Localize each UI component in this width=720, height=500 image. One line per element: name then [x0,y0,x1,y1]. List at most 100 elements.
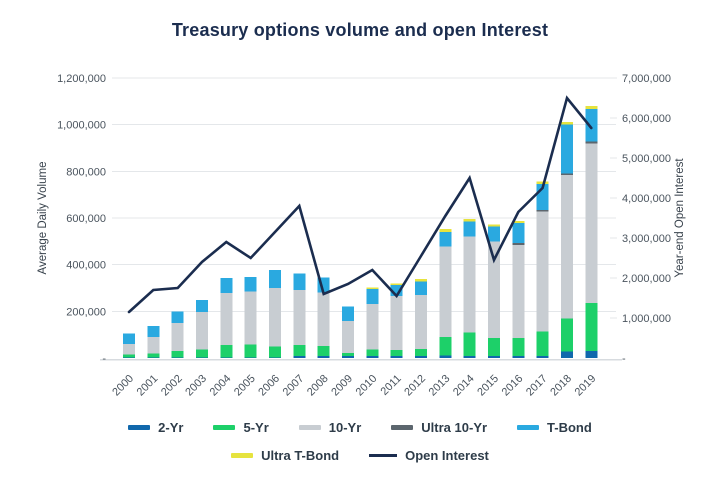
bar-segment-ultra-10-yr [585,141,598,144]
bar-segment-2-yr [487,355,500,358]
x-axis-label: 2004 [208,373,234,399]
bar-segment-t-bond [414,281,427,295]
bar-segment-5-yr [317,345,330,357]
bar-segment-10-yr [585,143,598,304]
bar-2001 [147,325,160,358]
bar-segment-5-yr [268,346,281,358]
bar-2017 [536,181,549,358]
right-axis-tick-label: 6,000,000 [622,113,671,125]
legend-swatch-2-yr [128,425,151,430]
bar-segment-t-bond [366,289,379,304]
legend-item-ultra-10-yr: Ultra 10-Yr [391,420,487,435]
x-axis-label: 2015 [475,373,501,399]
bar-2010 [366,287,379,358]
bar-segment-10-yr [341,320,354,354]
right-axis-tick-label: 5,000,000 [622,153,671,165]
bar-segment-10-yr [366,303,379,350]
bar-segment-5-yr [414,349,427,356]
left-axis-ticks: 1,200,000 1,000,000 800,000 600,000 400,000 2… [57,73,106,365]
legend-label: T-Bond [547,420,592,435]
legend-item-2-yr: 2-Yr [128,420,183,435]
left-axis-tick-label: 400,000 [66,260,106,272]
chart-legend: 2-Yr 5-Yr 10-Yr Ultra 10-Yr T-Bond Ultra T-Bo… [0,420,720,463]
bar-segment-10-yr [147,337,160,354]
right-axis-tick-label: 1,000,000 [622,313,671,325]
right-axis-tick-label: 2,000,000 [622,273,671,285]
bar-segment-10-yr [317,292,330,346]
bar-segment-t-bond [560,124,573,174]
bar-segment-5-yr [487,338,500,356]
bar-2002 [171,311,184,358]
bar-segment-5-yr [147,353,160,358]
legend-item-5-yr: 5-Yr [213,420,269,435]
legend-label: Ultra T-Bond [261,448,340,463]
bar-segment-t-bond [341,306,354,321]
bar-segment-5-yr [512,338,525,356]
bar-segment-2-yr [463,355,476,358]
bar-segment-10-yr [123,344,135,355]
bar-segment-10-yr [560,174,573,319]
bar-2007 [293,273,306,358]
x-axis-label: 2013 [427,373,453,399]
bar-2016 [512,220,525,358]
bar-2012 [414,279,427,358]
bar-segment-2-yr [366,355,379,358]
left-axis-tick-label: 600,000 [66,213,106,225]
bar-segment-2-yr [439,355,452,358]
legend-line-swatch-open-interest [369,454,398,457]
open-interest-polyline [127,95,593,314]
bar-segment-10-yr [220,293,233,346]
legend-swatch-t-bond [517,425,540,430]
bar-segment-10-yr [390,295,403,350]
bar-segment-10-yr [244,291,257,345]
bar-segment-2-yr [244,357,257,358]
bar-segment-ultra-10-yr [560,173,573,175]
bar-2006 [268,270,281,358]
bar-segment-t-bond [512,223,525,244]
bar-2011 [390,283,403,358]
bar-segment-t-bond [293,273,306,291]
x-axis-label: 2019 [573,373,599,399]
bar-segment-t-bond [585,108,598,142]
bar-segment-2-yr [512,355,525,358]
bar-segment-t-bond [147,325,160,337]
bar-segment-10-yr [463,236,476,333]
legend-item-t-bond: T-Bond [517,420,592,435]
legend-label: 10-Yr [328,420,362,435]
right-axis-tick-label: - [622,353,626,365]
bar-segment-10-yr [171,323,184,351]
bar-segment-10-yr [195,312,208,350]
x-axis-label: 2006 [256,373,282,399]
bar-segment-ultra-t-bond [463,219,476,222]
bar-segment-5-yr [585,303,598,351]
bar-segment-t-bond [487,226,500,242]
right-axis-tick-label: 7,000,000 [622,73,671,85]
bar-segment-ultra-t-bond [366,287,379,290]
x-axis-label: 2017 [524,373,550,399]
legend-label: Ultra 10-Yr [421,420,488,435]
x-axis-label: 2016 [500,373,526,399]
bar-2009 [341,306,354,358]
x-axis-label: 2010 [354,373,380,399]
bar-segment-t-bond [463,221,476,237]
bar-segment-2-yr [536,355,549,358]
bar-2000 [123,333,135,358]
bar-segment-5-yr [341,353,354,356]
bar-2005 [244,276,257,358]
bar-segment-5-yr [390,349,403,356]
legend-label: 5-Yr [243,420,269,435]
bar-segment-t-bond [123,333,135,345]
bar-2015 [487,224,500,358]
bar-segment-t-bond [439,231,452,247]
bar-segment-2-yr [268,357,281,358]
bar-segment-2-yr [585,351,598,358]
bar-segment-2-yr [390,355,403,358]
bar-segment-10-yr [536,211,549,332]
legend-swatch-10-yr [298,425,321,430]
right-axis-tick-label: 4,000,000 [622,193,671,205]
left-axis-tick-label: 800,000 [66,166,106,178]
legend-item-10-yr: 10-Yr [298,420,362,435]
right-axis-tick-label: 3,000,000 [622,233,671,245]
